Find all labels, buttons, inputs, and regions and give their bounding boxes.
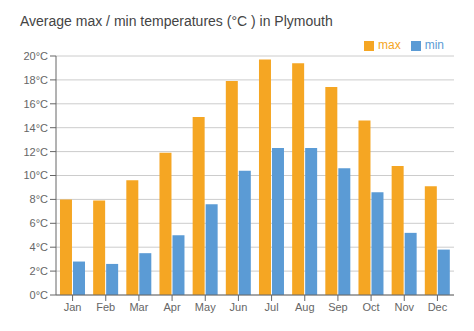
svg-text:Nov: Nov	[394, 301, 414, 313]
svg-text:0°C: 0°C	[30, 289, 49, 301]
svg-text:Oct: Oct	[363, 301, 380, 313]
svg-text:Sep: Sep	[328, 301, 348, 313]
svg-text:20°C: 20°C	[23, 50, 48, 62]
svg-text:4°C: 4°C	[30, 241, 49, 253]
svg-text:Mar: Mar	[129, 301, 148, 313]
svg-text:6°C: 6°C	[30, 217, 49, 229]
svg-text:Feb: Feb	[96, 301, 115, 313]
html-text:min: min	[424, 38, 444, 52]
svg-text:16°C: 16°C	[23, 98, 48, 110]
svg-text:8°C: 8°C	[30, 193, 49, 205]
svg-text:2°C: 2°C	[30, 265, 49, 277]
svg-text:Jul: Jul	[265, 301, 279, 313]
svg-text:Aug: Aug	[295, 301, 315, 313]
svg-text:Apr: Apr	[164, 301, 181, 313]
svg-text:12°C: 12°C	[23, 146, 48, 158]
svg-text:Dec: Dec	[428, 301, 448, 313]
svg-text:Jan: Jan	[64, 301, 82, 313]
html-text:Average max / min temperatures: Average max / min temperatures (°C ) in …	[20, 13, 333, 29]
svg-text:Jun: Jun	[230, 301, 248, 313]
svg-text:14°C: 14°C	[23, 122, 48, 134]
svg-text:10°C: 10°C	[23, 169, 48, 181]
svg-text:May: May	[195, 301, 216, 313]
html-text:max: max	[378, 38, 401, 52]
svg-text:18°C: 18°C	[23, 74, 48, 86]
